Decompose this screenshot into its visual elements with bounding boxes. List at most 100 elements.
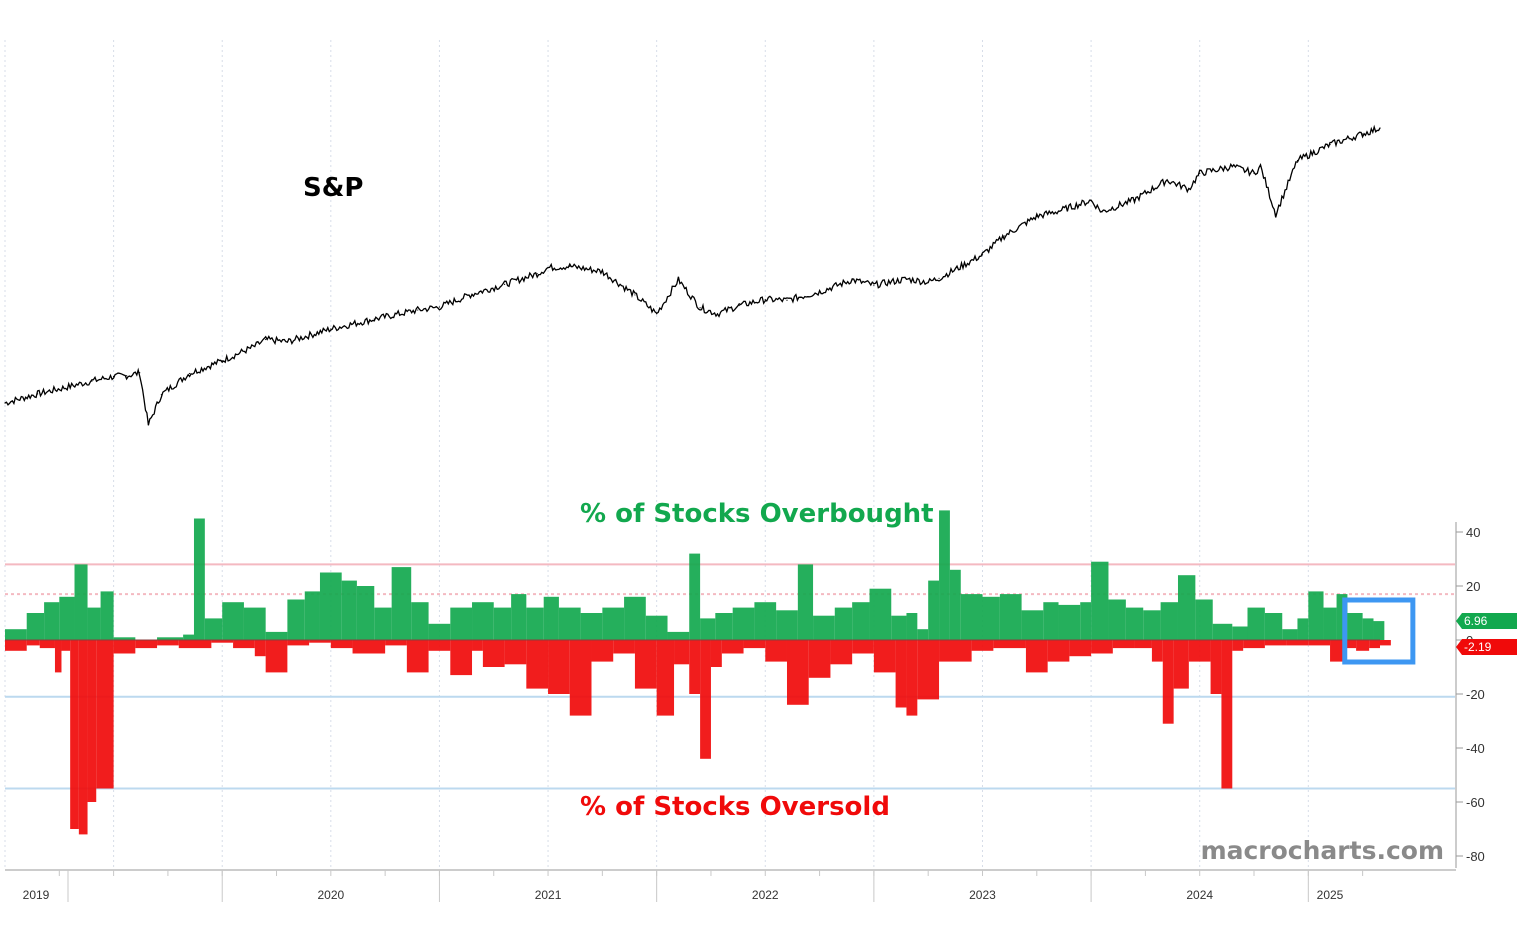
oversold-bar xyxy=(54,640,62,673)
oversold-bar xyxy=(852,640,874,654)
overbought-bar xyxy=(1043,602,1059,640)
sp-price-point xyxy=(286,341,288,343)
overbought-bar xyxy=(624,596,646,640)
overbought-bar xyxy=(982,596,1000,640)
y-tick-label: 40 xyxy=(1466,525,1480,540)
overbought-bar xyxy=(265,631,288,640)
overbought-bar xyxy=(1195,599,1213,640)
overbought-bar xyxy=(1336,594,1348,640)
threshold-lines xyxy=(5,563,1455,790)
overbought-bar xyxy=(1080,602,1092,640)
oversold-bar xyxy=(26,640,40,646)
oversold-bar xyxy=(504,640,527,665)
overbought-bar xyxy=(1091,561,1109,640)
overbought-bar xyxy=(1021,610,1044,640)
overbought-bar xyxy=(526,607,544,640)
sp-price-point xyxy=(1090,199,1092,202)
overbought-bar xyxy=(1143,610,1161,640)
oversold-bar xyxy=(211,640,234,643)
oversold-bar xyxy=(613,640,635,654)
overbought-bar xyxy=(602,607,625,640)
overbought-bar xyxy=(411,602,429,640)
oversold-bar xyxy=(406,640,429,673)
sp-price-point xyxy=(569,265,571,267)
overbought-bar xyxy=(319,572,342,640)
oversold-bar xyxy=(710,640,722,667)
overbought-title: % of Stocks Overbought xyxy=(580,499,934,529)
oversold-bar xyxy=(906,640,918,716)
oversold-bar xyxy=(1091,640,1113,654)
overbought-bar xyxy=(715,613,733,640)
highlight-box xyxy=(1342,597,1416,665)
oversold-bar xyxy=(157,640,179,646)
oversold-bar xyxy=(330,640,353,649)
overbought-bar xyxy=(960,594,983,640)
sp-price-point xyxy=(113,375,115,378)
oversold-bar xyxy=(87,640,97,802)
oversold-bar xyxy=(1264,640,1287,646)
oversold-bar xyxy=(917,640,940,700)
x-tick-label: 2024 xyxy=(1186,888,1213,902)
y-tick-label: -20 xyxy=(1466,687,1485,702)
sp-price-line-group xyxy=(4,124,1381,426)
overbought-bar xyxy=(645,615,668,640)
oversold-last-badge-text: -2.19 xyxy=(1464,640,1492,654)
overbought-bar xyxy=(891,615,907,640)
x-tick-label: 2023 xyxy=(969,888,996,902)
overbought-bar xyxy=(852,602,870,640)
overbought-bar xyxy=(44,602,60,640)
y-tick-label: 20 xyxy=(1466,579,1480,594)
overbought-bar xyxy=(356,586,375,640)
overbought-bar xyxy=(1308,591,1324,640)
sp-price-point xyxy=(160,394,162,396)
watermark: macrocharts.com xyxy=(1201,836,1444,865)
oversold-bar xyxy=(5,640,27,651)
sp-price-point xyxy=(438,306,441,308)
overbought-bar xyxy=(580,613,603,640)
sp-price-point xyxy=(1259,165,1262,168)
oversold-bar xyxy=(1188,640,1211,662)
overbought-bar xyxy=(906,613,918,640)
sp-price-point xyxy=(738,304,740,307)
oversold-bar xyxy=(482,640,505,667)
overbought-bar xyxy=(1362,618,1374,640)
overbought-bar xyxy=(74,564,88,640)
oversold-bar xyxy=(1308,640,1331,646)
sp-price-point xyxy=(504,283,506,285)
oversold-bar xyxy=(1380,640,1391,646)
overbought-bar xyxy=(834,607,853,640)
sp-price-point xyxy=(1379,127,1381,129)
overbought-last-badge-text: 6.96 xyxy=(1464,614,1488,628)
x-tick-label: 2019 xyxy=(23,888,50,902)
oversold-bar xyxy=(287,640,310,646)
overbought-bar xyxy=(157,637,184,640)
oversold-bar xyxy=(1210,640,1222,694)
sp-price-point xyxy=(91,380,93,382)
y-tick-label: -60 xyxy=(1466,795,1485,810)
oversold-bar xyxy=(385,640,407,646)
sp-price-point xyxy=(1166,179,1168,181)
oversold-bar xyxy=(472,640,483,651)
overbought-bar xyxy=(26,613,45,640)
oversold-bar xyxy=(1151,640,1163,662)
overbought-bar xyxy=(667,631,690,640)
oversold-bar xyxy=(178,640,212,649)
overbought-bar xyxy=(450,607,473,640)
overbought-last-badge-shape xyxy=(1456,613,1517,629)
sp-price-point xyxy=(981,254,984,256)
sp-price-point xyxy=(938,277,940,279)
y-tick-label: -80 xyxy=(1466,849,1485,864)
overbought-bar xyxy=(949,569,961,640)
overbought-bar xyxy=(1264,613,1283,640)
x-tick-label: 2021 xyxy=(535,888,562,902)
overbought-bar xyxy=(204,618,223,640)
overbought-bar xyxy=(511,594,527,640)
sp-price-point xyxy=(547,267,549,269)
overbought-bar xyxy=(928,580,940,640)
overbought-last-badge: 6.96 xyxy=(1456,613,1517,629)
oversold-bar xyxy=(1232,640,1244,651)
oversold-bar xyxy=(265,640,288,673)
oversold-bar xyxy=(309,640,331,643)
overbought-bar xyxy=(183,634,194,640)
sp-price-point xyxy=(1253,172,1255,174)
